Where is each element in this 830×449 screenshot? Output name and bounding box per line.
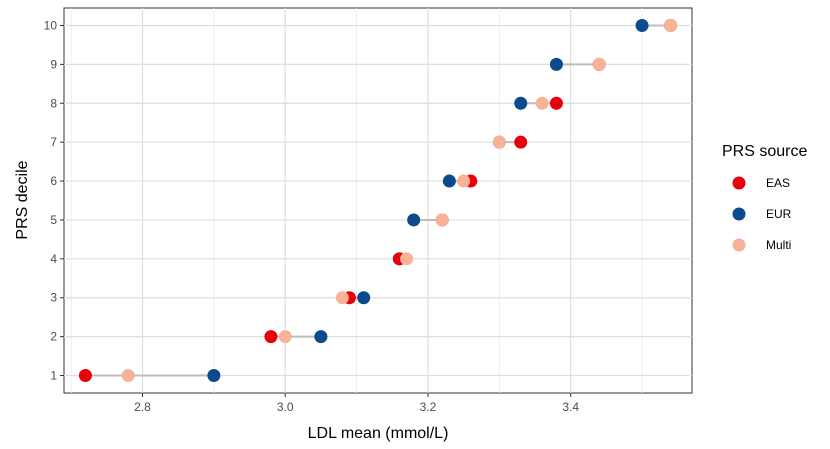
y-tick-label: 7 (50, 135, 57, 149)
legend-key-multi (732, 238, 746, 252)
y-axis-title: PRS decile (14, 160, 31, 239)
point-eas (264, 330, 278, 344)
point-multi (457, 174, 471, 188)
legend-label-eas: EAS (766, 176, 790, 190)
y-tick-label: 10 (44, 19, 58, 33)
point-multi (121, 369, 135, 382)
legend-key-eas (732, 176, 746, 190)
y-tick-label: 4 (50, 252, 57, 266)
point-eas (549, 96, 563, 110)
plot-panel (63, 7, 693, 394)
point-multi (492, 135, 506, 149)
point-multi (664, 19, 678, 32)
point-eur (442, 174, 456, 188)
legend-items: EAS EUR Multi (732, 176, 792, 252)
point-eur (514, 96, 528, 110)
legend-key-eur (732, 207, 746, 221)
point-eas (78, 369, 92, 382)
point-multi (592, 57, 606, 71)
y-tick-label: 6 (50, 174, 57, 188)
x-tick-label: 3.2 (420, 400, 437, 414)
x-axis-title: LDL mean (mmol/L) (308, 425, 449, 442)
point-layer (78, 19, 678, 382)
point-multi (535, 96, 549, 110)
legend-label-multi: Multi (766, 238, 791, 252)
x-tick-label: 2.8 (134, 400, 151, 414)
y-tick-label: 8 (50, 96, 57, 110)
y-tick-label: 5 (50, 213, 57, 227)
point-eur (549, 57, 563, 71)
point-multi (400, 252, 414, 266)
point-eur (635, 19, 649, 32)
point-multi (335, 291, 349, 305)
point-multi (435, 213, 449, 227)
y-tick-label: 1 (50, 369, 57, 383)
legend-label-eur: EUR (766, 207, 792, 221)
x-tick-label: 3.4 (562, 400, 579, 414)
y-tick-label: 9 (50, 57, 57, 71)
point-multi (278, 330, 292, 344)
axis-layer: 2.8 3.0 3.2 3.4 1 2 3 4 5 6 7 8 9 10 (44, 19, 580, 415)
y-tick-label: 3 (50, 291, 57, 305)
point-eas (514, 135, 528, 149)
x-tick-label: 3.0 (277, 400, 294, 414)
legend: PRS source EAS EUR Multi (722, 143, 807, 252)
legend-title: PRS source (722, 143, 807, 160)
point-eur (407, 213, 421, 227)
point-eur (314, 330, 328, 344)
point-eur (207, 369, 221, 382)
y-tick-label: 2 (50, 330, 57, 344)
point-eur (357, 291, 371, 305)
